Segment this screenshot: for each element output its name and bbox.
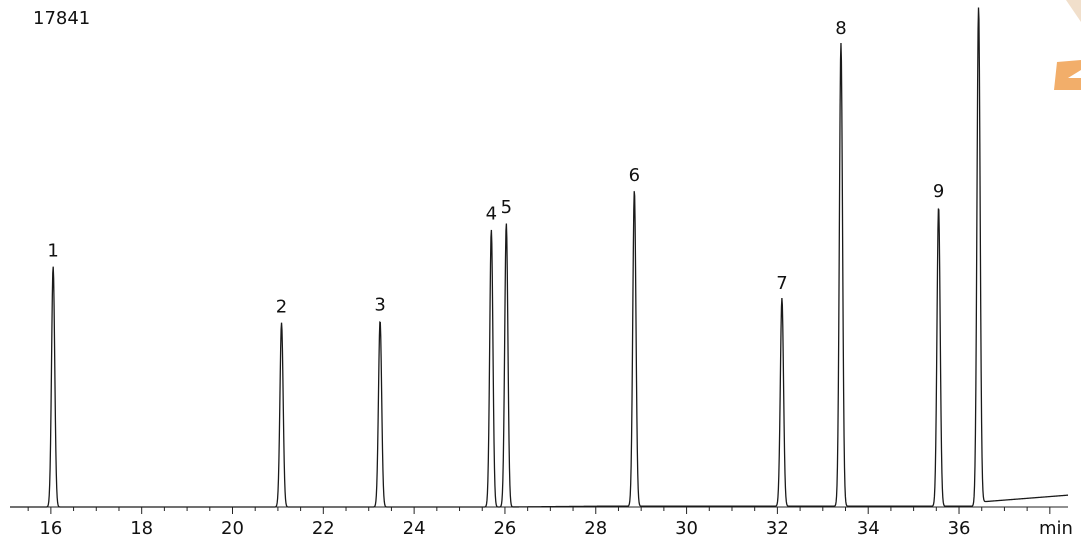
x-tick-label: 28	[584, 518, 607, 539]
chromatogram-trace	[10, 7, 1069, 508]
x-tick-label: 34	[857, 518, 880, 539]
x-tick-label: 26	[493, 518, 516, 539]
x-axis-unit: min	[1039, 518, 1073, 539]
trace-layer	[10, 7, 1069, 508]
peak-label: 7	[776, 273, 787, 294]
peak-label: 4	[486, 204, 497, 225]
x-tick-label: 22	[312, 518, 335, 539]
x-tick-label: 20	[221, 518, 244, 539]
peak-label: 10	[967, 0, 990, 3]
x-tick-label: 24	[403, 518, 426, 539]
x-tick-label: 32	[766, 518, 789, 539]
watermark-logo	[1054, 0, 1081, 90]
peak-label: 9	[933, 181, 944, 202]
x-tick-label: 30	[675, 518, 698, 539]
y-max-label: 17841	[33, 8, 91, 29]
x-tick-label: 36	[948, 518, 971, 539]
peak-label: 5	[501, 197, 512, 218]
peak-labels: 1 2 3 45 6 7 8 9 10	[47, 0, 990, 318]
peak-label: 8	[835, 18, 846, 39]
peak-label: 3	[374, 295, 385, 316]
peak-label: 2	[276, 297, 287, 318]
x-tick-label: 16	[39, 518, 62, 539]
peak-label: 1	[47, 240, 58, 261]
x-axis: 16 18 20 22 24 26 28 30 32 34 36 min	[10, 506, 1073, 539]
x-tick-label: 18	[130, 518, 153, 539]
peak-label: 6	[629, 165, 640, 186]
